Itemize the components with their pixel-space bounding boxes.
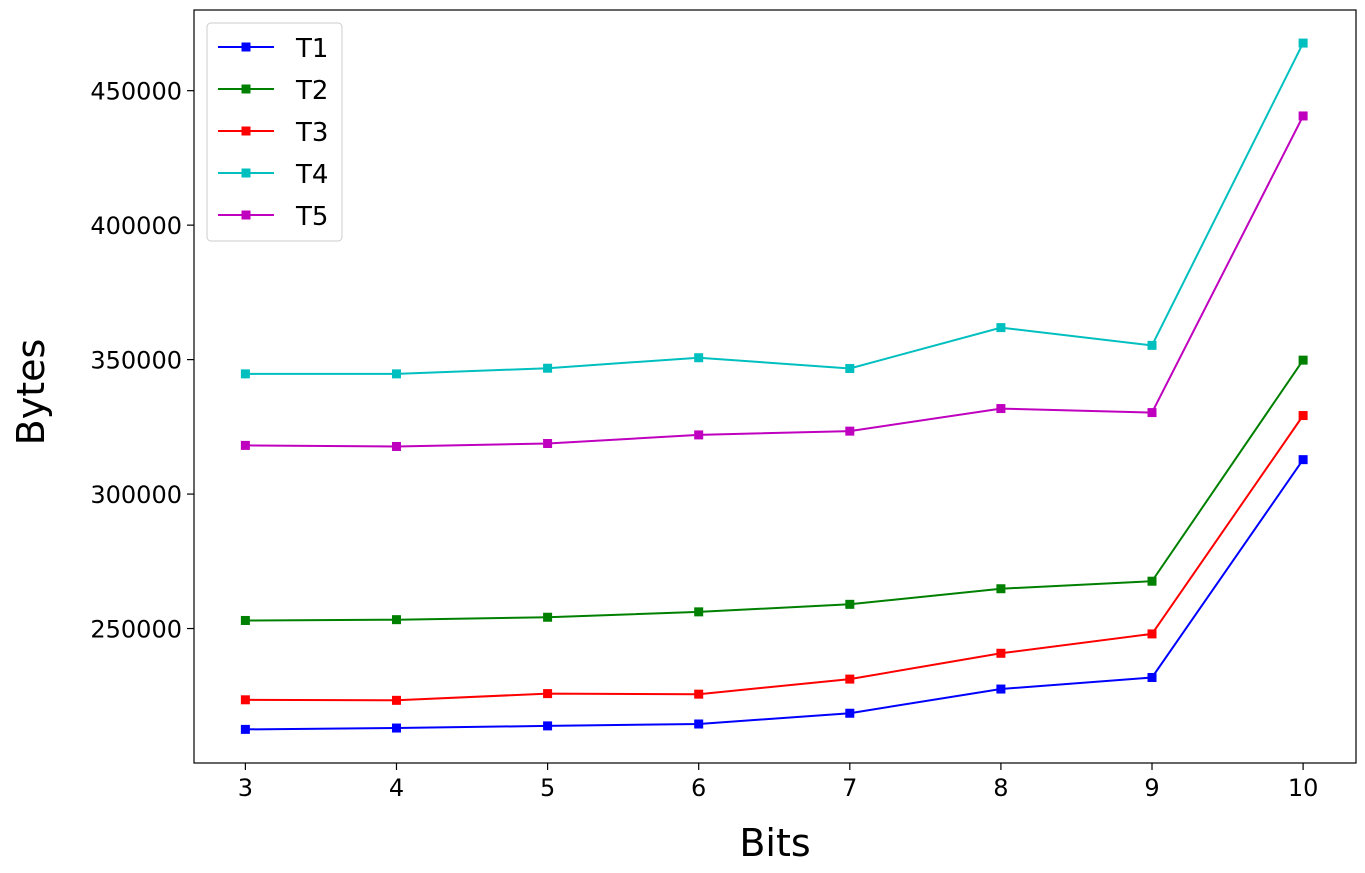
data-point-t2 — [240, 615, 250, 625]
data-point-t2 — [845, 599, 855, 609]
data-point-t5 — [543, 439, 553, 449]
data-point-t2 — [391, 615, 401, 625]
data-point-t2 — [694, 607, 704, 617]
series-line-t3 — [245, 414, 1304, 702]
legend-marker-t4 — [241, 168, 251, 178]
legend-marker-t2 — [241, 84, 251, 94]
legend-frame — [206, 22, 343, 242]
y-tick-label: 300000 — [90, 481, 182, 509]
y-tick-label: 400000 — [90, 212, 182, 240]
series-layer — [240, 38, 1308, 734]
data-point-t1 — [845, 708, 855, 718]
data-point-t1 — [996, 684, 1006, 694]
data-point-t1 — [391, 723, 401, 733]
data-point-t5 — [240, 440, 250, 450]
data-point-t5 — [391, 441, 401, 451]
legend-label-t4: T4 — [295, 160, 328, 190]
plot-area — [193, 9, 1357, 764]
legend-marker-t3 — [241, 126, 251, 136]
data-point-t3 — [1147, 629, 1157, 639]
x-tick-label: 8 — [993, 774, 1008, 802]
data-point-t5 — [996, 404, 1006, 414]
data-point-t1 — [240, 724, 250, 734]
data-point-t5 — [1147, 408, 1157, 418]
y-tick-label: 250000 — [90, 616, 182, 644]
data-point-t3 — [391, 695, 401, 705]
data-point-t2 — [996, 584, 1006, 594]
legend-marker-t1 — [241, 42, 251, 52]
legend: T1 T2 T3 T4 T5 — [206, 22, 343, 242]
data-point-t3 — [694, 689, 704, 699]
legend-label-t2: T2 — [295, 76, 328, 106]
x-tick-label: 10 — [1288, 774, 1319, 802]
legend-label-t5: T5 — [295, 202, 328, 232]
data-point-t1 — [543, 721, 553, 731]
data-point-t4 — [845, 363, 855, 373]
series-line-t1 — [245, 459, 1304, 731]
legend-marker-t5 — [241, 210, 251, 220]
x-tick-label: 6 — [691, 774, 706, 802]
series-line-t5 — [245, 115, 1304, 448]
y-tick-label: 350000 — [90, 347, 182, 375]
data-point-t5 — [1298, 111, 1308, 121]
data-point-t1 — [1147, 672, 1157, 682]
x-tick-label: 4 — [389, 774, 404, 802]
x-tick-label: 3 — [238, 774, 253, 802]
series-line-t2 — [245, 359, 1304, 622]
data-point-t5 — [845, 426, 855, 436]
data-point-t4 — [996, 323, 1006, 333]
data-point-t4 — [240, 369, 250, 379]
data-point-t4 — [694, 353, 704, 363]
data-point-t4 — [1298, 38, 1308, 48]
data-point-t2 — [1298, 355, 1308, 365]
legend-label-t3: T3 — [295, 118, 328, 148]
x-tick-label: 9 — [1144, 774, 1159, 802]
y-axis-ticks: 250000 300000 350000 400000 450000 — [90, 78, 194, 644]
data-point-t3 — [996, 648, 1006, 658]
y-axis-title: Bytes — [9, 339, 53, 446]
data-point-t5 — [694, 430, 704, 440]
x-axis-ticks: 3 4 5 6 7 8 9 10 — [238, 763, 1319, 802]
data-point-t4 — [391, 369, 401, 379]
x-tick-label: 7 — [842, 774, 857, 802]
data-point-t2 — [543, 612, 553, 622]
data-point-t3 — [543, 689, 553, 699]
data-point-t1 — [1298, 455, 1308, 465]
y-tick-label: 450000 — [90, 78, 182, 106]
series-line-t4 — [245, 42, 1304, 375]
data-point-t1 — [694, 719, 704, 729]
x-axis-title: Bits — [739, 821, 810, 865]
data-point-t3 — [1298, 411, 1308, 421]
data-point-t4 — [543, 363, 553, 373]
x-tick-label: 5 — [540, 774, 555, 802]
data-point-t2 — [1147, 576, 1157, 586]
legend-label-t1: T1 — [295, 34, 328, 64]
data-point-t3 — [240, 695, 250, 705]
data-point-t3 — [845, 674, 855, 684]
data-point-t4 — [1147, 340, 1157, 350]
